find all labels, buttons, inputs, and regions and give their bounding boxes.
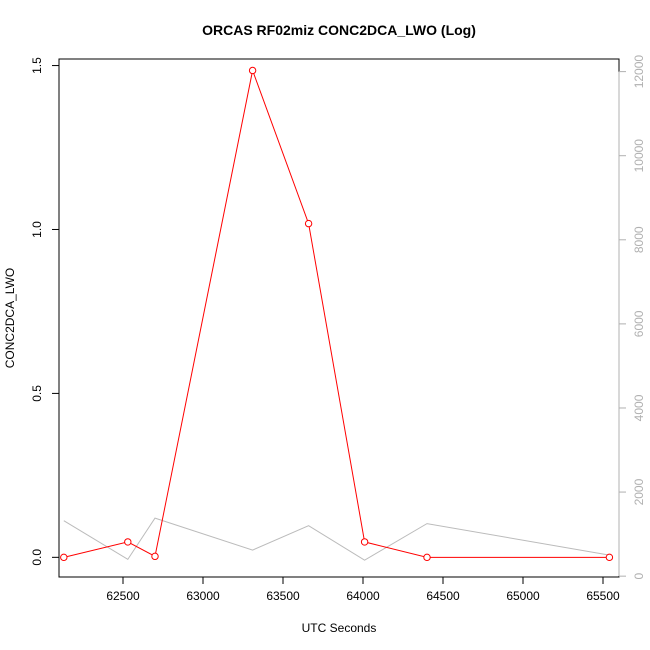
x-tick-label: 63500 <box>266 589 300 603</box>
y-tick-label: 0.5 <box>30 385 44 402</box>
data-point <box>304 219 313 228</box>
x-tick-label: 65000 <box>506 589 540 603</box>
y2-tick-label: 0 <box>632 573 646 580</box>
y2-tick-label: 10000 <box>632 139 646 173</box>
x-tick-label: 62500 <box>106 589 140 603</box>
y-tick-label: 1.0 <box>30 221 44 238</box>
x-axis: 62500 63000 63500 64000 64500 65000 65500 <box>106 577 620 603</box>
y2-tick-label: 4000 <box>632 394 646 421</box>
data-point <box>151 552 159 561</box>
x-tick-label: 64000 <box>346 589 380 603</box>
y-axis-label: CONC2DCA_LWO <box>3 268 17 368</box>
y2-tick-label: 12000 <box>632 55 646 89</box>
data-point <box>605 553 614 562</box>
x-tick-label: 64500 <box>426 589 460 603</box>
y-tick-label: 0.0 <box>30 549 44 566</box>
y2-tick-label: 2000 <box>632 478 646 505</box>
data-point <box>248 66 257 75</box>
data-point <box>360 538 369 546</box>
data-point <box>423 553 431 562</box>
y-axis-left: 0.0 0.5 1.0 1.5 <box>30 57 59 566</box>
x-tick-label: 65500 <box>586 589 620 603</box>
y2-tick-label: 8000 <box>632 226 646 253</box>
data-point <box>124 538 132 546</box>
series-layer <box>60 66 614 562</box>
y2-tick-label: 6000 <box>632 310 646 337</box>
series-right-line <box>63 517 610 561</box>
y-axis-right: 0 2000 4000 6000 8000 10000 12000 <box>618 55 646 580</box>
x-axis-label: UTC Seconds <box>302 621 377 635</box>
data-point <box>60 553 68 562</box>
plot-frame <box>58 58 620 578</box>
y-tick-label: 1.5 <box>30 57 44 74</box>
x-tick-label: 63000 <box>186 589 220 603</box>
chart-title: ORCAS RF02miz CONC2DCA_LWO (Log) <box>202 22 476 38</box>
series-left-line <box>63 68 610 558</box>
